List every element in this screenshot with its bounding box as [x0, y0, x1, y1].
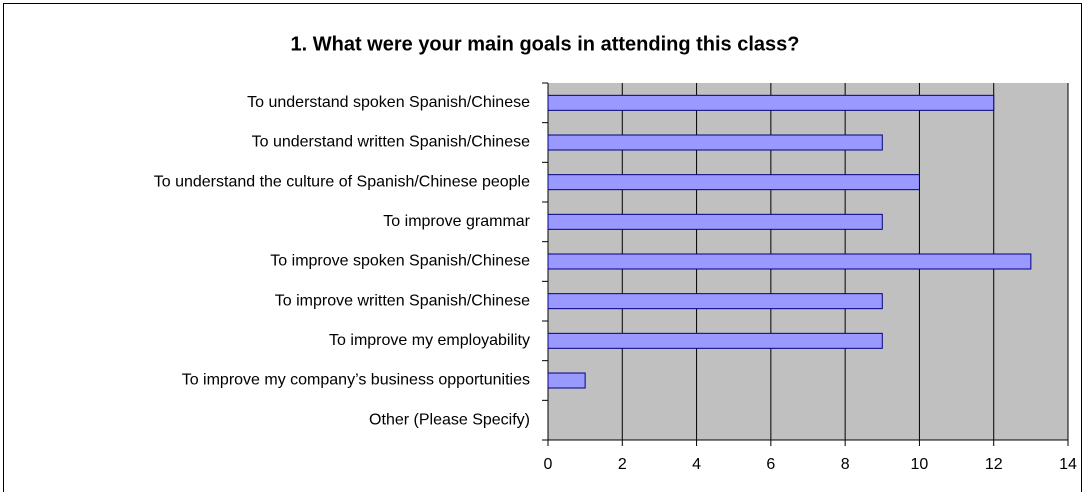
y-tick-label: To understand spoken Spanish/Chinese [247, 94, 530, 111]
bar [547, 253, 1032, 270]
y-tick-label: Other (Please Specify) [369, 411, 530, 428]
y-tick-label: To improve my employability [329, 332, 530, 349]
bar [547, 372, 586, 389]
x-tick-label: 14 [1059, 456, 1077, 473]
bar [547, 293, 883, 310]
bar [547, 94, 995, 111]
y-tick-label: To improve my company’s business opportu… [182, 372, 530, 389]
bar [547, 332, 883, 349]
y-tick-label: To improve written Spanish/Chinese [275, 292, 530, 309]
y-tick-label: To understand the culture of Spanish/Chi… [154, 173, 530, 190]
x-tick-label: 8 [841, 456, 850, 473]
x-tick-label: 4 [692, 456, 701, 473]
bar [547, 134, 883, 151]
x-tick-label: 0 [544, 456, 553, 473]
chart-title: 1. What were your main goals in attendin… [291, 33, 800, 55]
y-tick-label: To understand written Spanish/Chinese [252, 134, 530, 151]
bar [547, 174, 920, 191]
x-tick-label: 12 [985, 456, 1003, 473]
x-tick-label: 2 [618, 456, 627, 473]
y-tick-label: To improve grammar [383, 213, 530, 230]
y-tick-label: To improve spoken Spanish/Chinese [270, 253, 530, 270]
bar [547, 213, 883, 230]
x-tick-label: 6 [766, 456, 775, 473]
x-tick-label: 10 [911, 456, 929, 473]
